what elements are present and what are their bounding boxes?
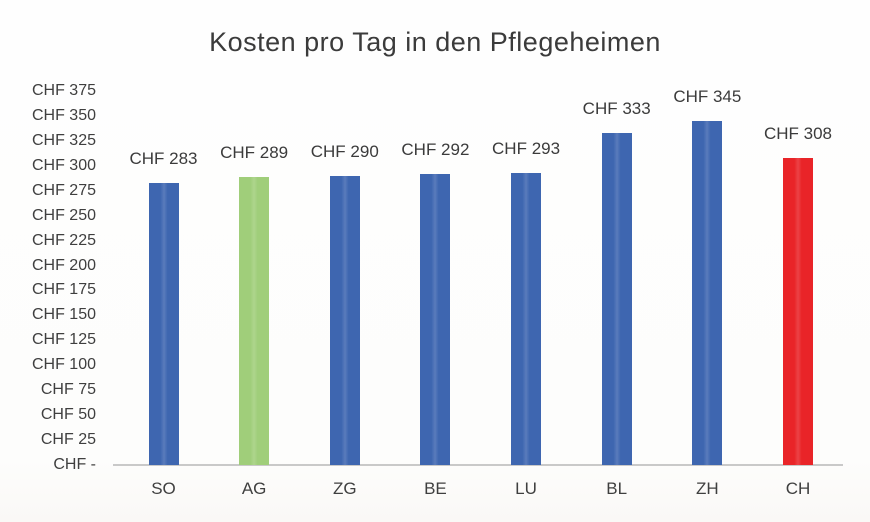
bar-value-label: CHF 290 bbox=[310, 141, 379, 161]
y-tick-label: CHF 225 bbox=[31, 231, 96, 249]
x-tick-label: LU bbox=[515, 479, 537, 498]
y-tick-label: CHF 300 bbox=[31, 156, 96, 174]
bar-value-label: CHF 308 bbox=[763, 123, 832, 143]
chart-title: Kosten pro Tag in den Pflegeheimen bbox=[209, 27, 661, 57]
bar-value-label: CHF 283 bbox=[129, 148, 198, 168]
y-tick-label: CHF 325 bbox=[31, 131, 96, 149]
bar-so bbox=[148, 182, 179, 465]
y-tick-label: CHF 200 bbox=[31, 256, 96, 274]
y-tick-label: CHF 150 bbox=[31, 306, 96, 324]
x-axis-line bbox=[113, 464, 843, 466]
y-tick-label: CHF 125 bbox=[31, 331, 96, 349]
bar-ch bbox=[782, 157, 813, 465]
y-tick-label: CHF 100 bbox=[31, 356, 96, 374]
y-tick-label: CHF 50 bbox=[40, 406, 96, 424]
y-tick-label: CHF 175 bbox=[31, 281, 96, 299]
y-tick-label: CHF 350 bbox=[31, 106, 96, 124]
bar-value-label: CHF 289 bbox=[220, 142, 289, 162]
x-tick-label: AG bbox=[241, 479, 267, 498]
x-tick-label: CH bbox=[785, 479, 811, 498]
y-tick-label: CHF 75 bbox=[40, 381, 96, 399]
bar-be bbox=[420, 173, 451, 465]
bar-value-label: CHF 333 bbox=[582, 98, 651, 118]
y-tick-label: CHF - bbox=[53, 456, 96, 473]
bar-lu bbox=[511, 172, 542, 465]
x-tick-label: ZG bbox=[332, 479, 357, 498]
bar-value-label: CHF 292 bbox=[401, 139, 470, 159]
bar-value-label: CHF 293 bbox=[492, 138, 561, 158]
y-tick-label: CHF 25 bbox=[40, 431, 96, 449]
bar-zg bbox=[329, 175, 360, 465]
x-tick-label: ZH bbox=[695, 479, 719, 498]
y-tick-label: CHF 250 bbox=[31, 206, 96, 224]
y-tick-label: CHF 275 bbox=[31, 181, 96, 199]
bar-ag bbox=[239, 176, 270, 465]
x-tick-label: SO bbox=[151, 479, 176, 498]
bar-zh bbox=[692, 120, 723, 465]
bar-value-label: CHF 345 bbox=[673, 86, 742, 106]
x-tick-label: BE bbox=[424, 479, 447, 498]
bar-bl bbox=[601, 132, 632, 465]
y-tick-label: CHF 375 bbox=[31, 82, 96, 99]
x-tick-label: BL bbox=[606, 479, 628, 498]
